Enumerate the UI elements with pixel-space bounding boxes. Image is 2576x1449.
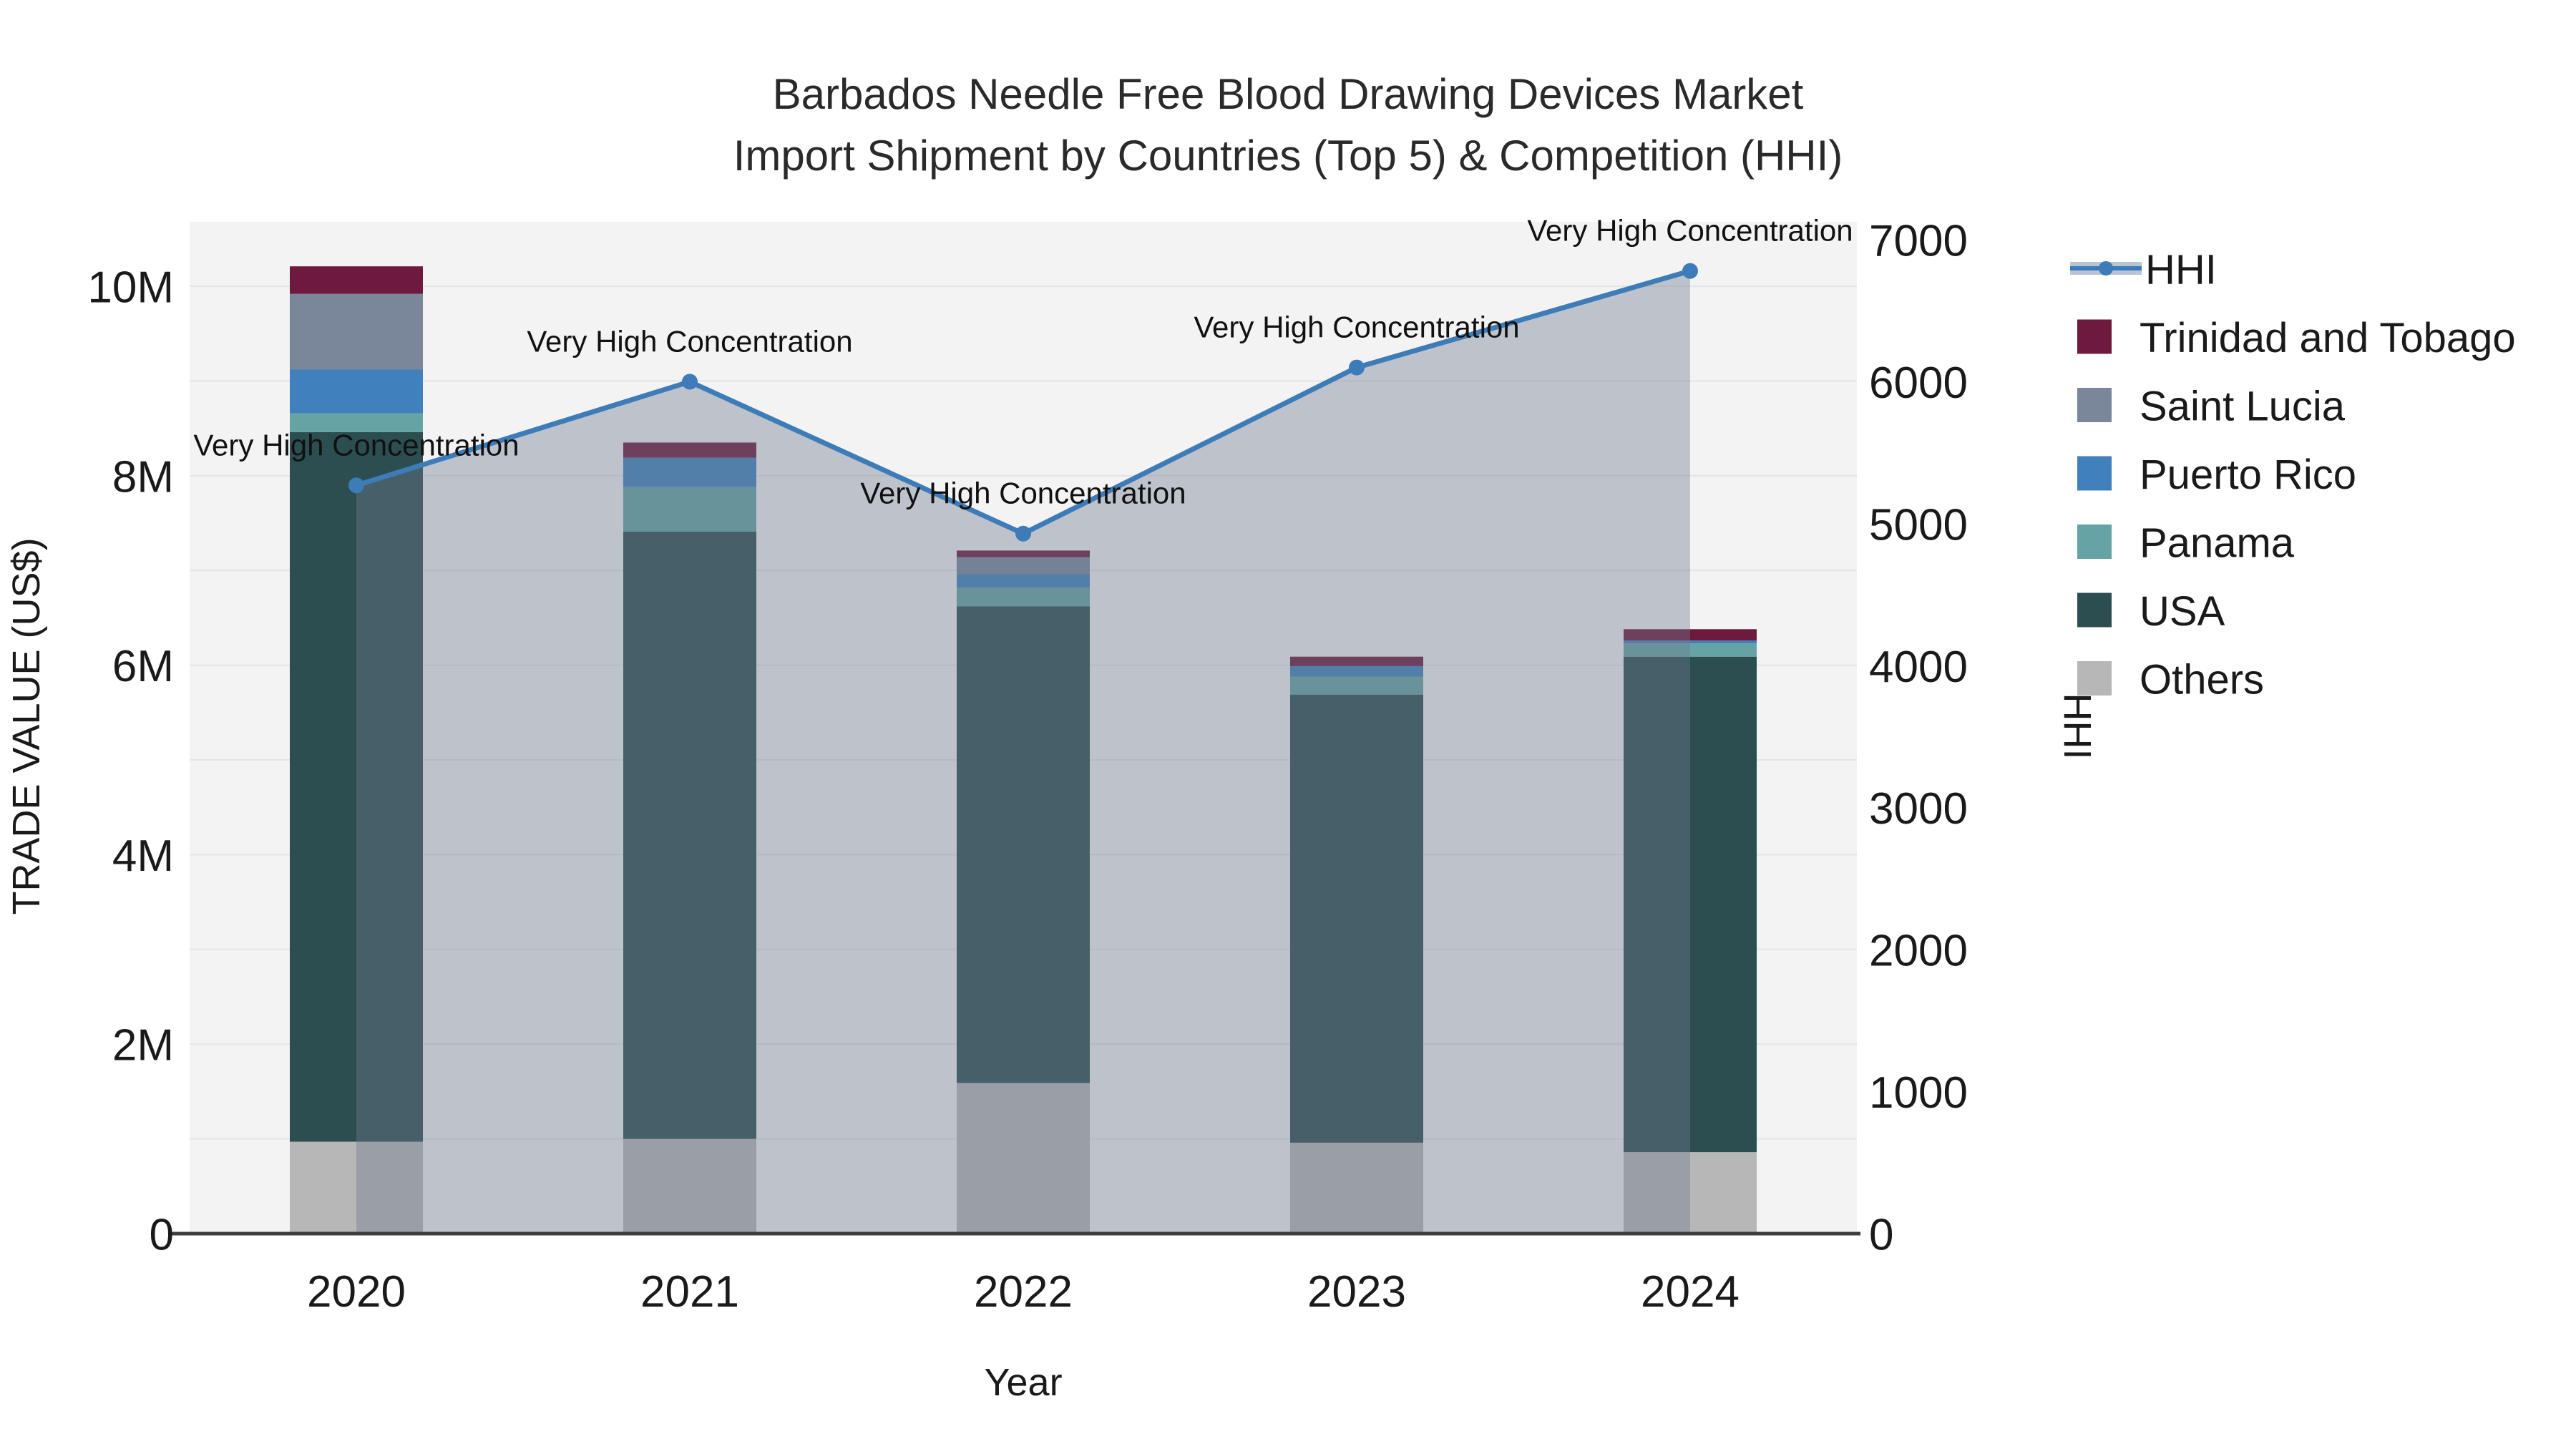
legend-item-saint-lucia[interactable]: Saint Lucia — [2077, 384, 2346, 430]
bar-segment-others — [1290, 1142, 1423, 1234]
x-tick-2022: 2022 — [974, 1267, 1073, 1317]
hhi-marker-2024 — [1682, 263, 1698, 279]
legend-item-puerto-rico[interactable]: Puerto Rico — [2077, 452, 2356, 498]
legend-swatch — [2077, 661, 2112, 696]
left-tick-8M: 8M — [112, 452, 174, 502]
left-tick-0: 0 — [150, 1211, 174, 1260]
bar-segment-panama — [1290, 676, 1423, 695]
hhi-line — [348, 263, 1698, 542]
chart-title-line2: Import Shipment by Countries (Top 5) & C… — [733, 132, 1843, 180]
hhi-marker-2021 — [682, 374, 698, 390]
legend-label: Panama — [2140, 520, 2295, 567]
bar-segment-puerto-rico — [623, 457, 756, 487]
legend: HHI Trinidad and Tobago Saint Lucia Puerto … — [2070, 247, 2516, 703]
bar-segment-puerto-rico — [1624, 640, 1757, 644]
annotation-2023: Very High Concentration — [1194, 311, 1519, 344]
legend-swatch — [2077, 388, 2112, 422]
legend-item-hhi[interactable]: HHI — [2070, 247, 2217, 293]
bar-segment-puerto-rico — [957, 574, 1090, 588]
annotation-2024: Very High Concentration — [1527, 214, 1853, 248]
left-tick-6M: 6M — [112, 642, 174, 691]
right-tick-6000: 6000 — [1869, 358, 1968, 408]
right-tick-4000: 4000 — [1869, 643, 1968, 692]
bar-segment-usa — [1624, 656, 1757, 1153]
bar-segment-trinidad-and-tobago — [1624, 629, 1757, 641]
legend-item-usa[interactable]: USA — [2077, 588, 2225, 635]
right-tick-0: 0 — [1869, 1211, 1893, 1260]
y-axis-right-title: HHI — [2056, 693, 2099, 760]
legend-label: Trinidad and Tobago — [2140, 315, 2516, 361]
legend-item-others[interactable]: Others — [2077, 657, 2264, 703]
right-tick-3000: 3000 — [1869, 784, 1968, 834]
right-tick-2000: 2000 — [1869, 927, 1968, 976]
hhi-marker-2022 — [1015, 525, 1031, 542]
bar-segment-puerto-rico — [1290, 665, 1423, 677]
legend-label: Saint Lucia — [2140, 384, 2346, 430]
left-tick-2M: 2M — [112, 1021, 174, 1070]
y-axis-left-title: TRADE VALUE (US$) — [5, 537, 48, 914]
bar-segment-panama — [957, 587, 1090, 607]
annotation-2021: Very High Concentration — [527, 324, 852, 358]
x-tick-2024: 2024 — [1641, 1267, 1740, 1317]
annotation-2020: Very High Concentration — [193, 428, 519, 462]
bar-segment-trinidad-and-tobago — [957, 550, 1090, 557]
chart-title-line1: Barbados Needle Free Blood Drawing Devic… — [773, 70, 1804, 118]
hhi-area-polygon — [356, 270, 1690, 1234]
legend-swatch — [2077, 319, 2112, 354]
right-tick-5000: 5000 — [1869, 500, 1968, 550]
bar-segment-trinidad-and-tobago — [623, 442, 756, 458]
legend-label: HHI — [2145, 247, 2217, 293]
legend-item-panama[interactable]: Panama — [2077, 520, 2295, 567]
bar-segment-usa — [623, 531, 756, 1139]
left-tick-4M: 4M — [112, 831, 174, 881]
hhi-area-fill — [356, 270, 1690, 1234]
bar-segment-trinidad-and-tobago — [290, 266, 423, 294]
legend-swatch — [2077, 456, 2112, 491]
annotations: Very High Concentration Very High Concent… — [193, 214, 1853, 510]
legend-hhi-marker — [2099, 261, 2113, 275]
right-tick-1000: 1000 — [1869, 1068, 1968, 1118]
annotation-2022: Very High Concentration — [860, 477, 1186, 510]
bar-segment-trinidad-and-tobago — [1290, 656, 1423, 666]
bar-segment-others — [623, 1138, 756, 1234]
right-tick-7000: 7000 — [1869, 217, 1968, 266]
bar-segment-panama — [290, 413, 423, 432]
legend-item-trinidad-and-tobago[interactable]: Trinidad and Tobago — [2077, 315, 2516, 361]
bar-segment-panama — [623, 487, 756, 532]
x-tick-2020: 2020 — [307, 1267, 406, 1317]
right-axis-tick-labels: 0 1000 2000 3000 4000 5000 6000 7000 — [1869, 217, 1968, 1260]
bar-segment-others — [290, 1141, 423, 1234]
stacked-bars — [290, 266, 1757, 1234]
bar-segment-usa — [1290, 694, 1423, 1143]
legend-swatch — [2077, 592, 2112, 628]
legend-label: Others — [2140, 657, 2264, 703]
legend-label: USA — [2140, 588, 2225, 635]
left-tick-10M: 10M — [87, 263, 174, 313]
legend-swatch — [2077, 525, 2112, 559]
bar-segment-saint-lucia — [957, 557, 1090, 575]
x-axis-tick-labels: 2020 2021 2022 2023 2024 — [307, 1267, 1740, 1317]
x-tick-2021: 2021 — [640, 1267, 739, 1317]
x-axis-title: Year — [984, 1361, 1062, 1404]
hhi-marker-2020 — [348, 477, 364, 494]
bar-segment-panama — [1624, 643, 1757, 657]
bar-segment-usa — [290, 431, 423, 1142]
bar-segment-others — [1624, 1152, 1757, 1234]
bar-segment-saint-lucia — [290, 293, 423, 370]
bar-segment-usa — [957, 606, 1090, 1083]
legend-label: Puerto Rico — [2140, 452, 2356, 498]
bar-segment-puerto-rico — [290, 369, 423, 414]
hhi-marker-2023 — [1349, 359, 1365, 376]
bar-segment-others — [957, 1083, 1090, 1234]
left-axis-tick-labels: 0 2M 4M 6M 8M 10M — [87, 263, 174, 1260]
x-tick-2023: 2023 — [1307, 1267, 1406, 1317]
